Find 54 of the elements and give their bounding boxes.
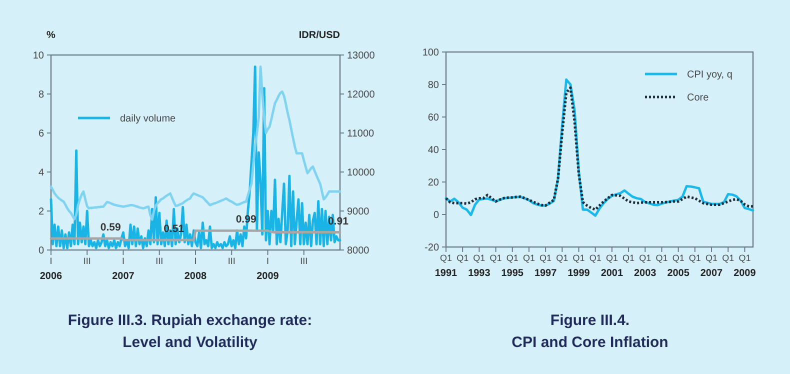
- y2-tick-label: 10000: [347, 168, 376, 178]
- legend-label: CPI yoy, q: [687, 70, 732, 80]
- y-tick-label: 2: [38, 206, 44, 218]
- y-tick-label: 6: [38, 128, 44, 140]
- y2-tick-label: 8000: [347, 246, 370, 256]
- y2-tick-label: 11000: [347, 128, 375, 140]
- x-tick-label: III: [83, 256, 91, 266]
- x-tick-label: Q1 2001: [600, 253, 624, 279]
- text: Figure III.4. CPI and Core Inflation: [512, 312, 668, 351]
- x-tick-label: Q1 1993: [468, 253, 491, 279]
- y-tick-label: 40: [428, 145, 440, 156]
- x-tick-label: I 2009: [256, 256, 280, 282]
- y-tick-label: 10: [32, 50, 44, 62]
- x-tick-label: Q1: [556, 253, 568, 263]
- y2-axis-title: IDR/USD: [298, 30, 340, 41]
- y-tick-label: 8: [38, 90, 44, 100]
- x-tick-label: Q1: [589, 253, 602, 263]
- y-tick-label: 20: [428, 178, 440, 188]
- x-tick-label: III: [300, 256, 308, 266]
- y-tick-label: 100: [422, 48, 440, 58]
- x-tick-label: III: [228, 256, 236, 266]
- x-tick-label: I 2006: [40, 256, 63, 282]
- x-tick-label: Q1 2003: [634, 253, 657, 279]
- x-tick-label: Q1 2007: [700, 253, 724, 279]
- y2-tick-label: 12000: [347, 90, 376, 100]
- y2-tick-label: 13000: [347, 50, 376, 62]
- x-tick-label: I 2008: [184, 256, 208, 282]
- x-tick-label: Q1: [688, 253, 701, 263]
- x-tick-label: Q1 2009: [734, 253, 756, 279]
- x-tick-label: III: [156, 256, 164, 266]
- x-tick-label: Q1 1991: [434, 253, 458, 279]
- x-tick-label: Q1: [622, 253, 635, 263]
- y-tick-label: 0: [433, 210, 440, 221]
- legend-label: daily volume: [120, 114, 176, 124]
- x-tick-label: Q1: [490, 253, 502, 263]
- data-label: 0.59: [100, 221, 121, 234]
- x-tick-label: Q1: [522, 253, 535, 263]
- x-tick-label: Q1: [656, 253, 668, 263]
- x-tick-label: Q1 1999: [568, 253, 590, 279]
- y-tick-label: -20: [424, 242, 440, 254]
- y-tick-label: 60: [428, 112, 440, 124]
- y-axis-title: %: [46, 30, 56, 41]
- y-tick-label: 4: [38, 168, 44, 178]
- x-tick-label: Q1: [456, 253, 469, 263]
- x-tick-label: Q1 1995: [501, 253, 524, 279]
- x-tick-label: I 2007: [112, 256, 135, 282]
- x-tick-label: Q1: [722, 253, 734, 263]
- legend-label: Core: [687, 92, 710, 104]
- y-tick-label: 0: [38, 246, 44, 256]
- y2-tick-label: 9000: [347, 206, 370, 218]
- y-tick-label: 80: [428, 80, 440, 91]
- x-tick-label: Q1 2005: [667, 253, 690, 279]
- x-tick-label: Q1 1997: [534, 253, 558, 279]
- text: Figure III.3. Rupiah exchange rate: Level and Volatility: [68, 312, 312, 351]
